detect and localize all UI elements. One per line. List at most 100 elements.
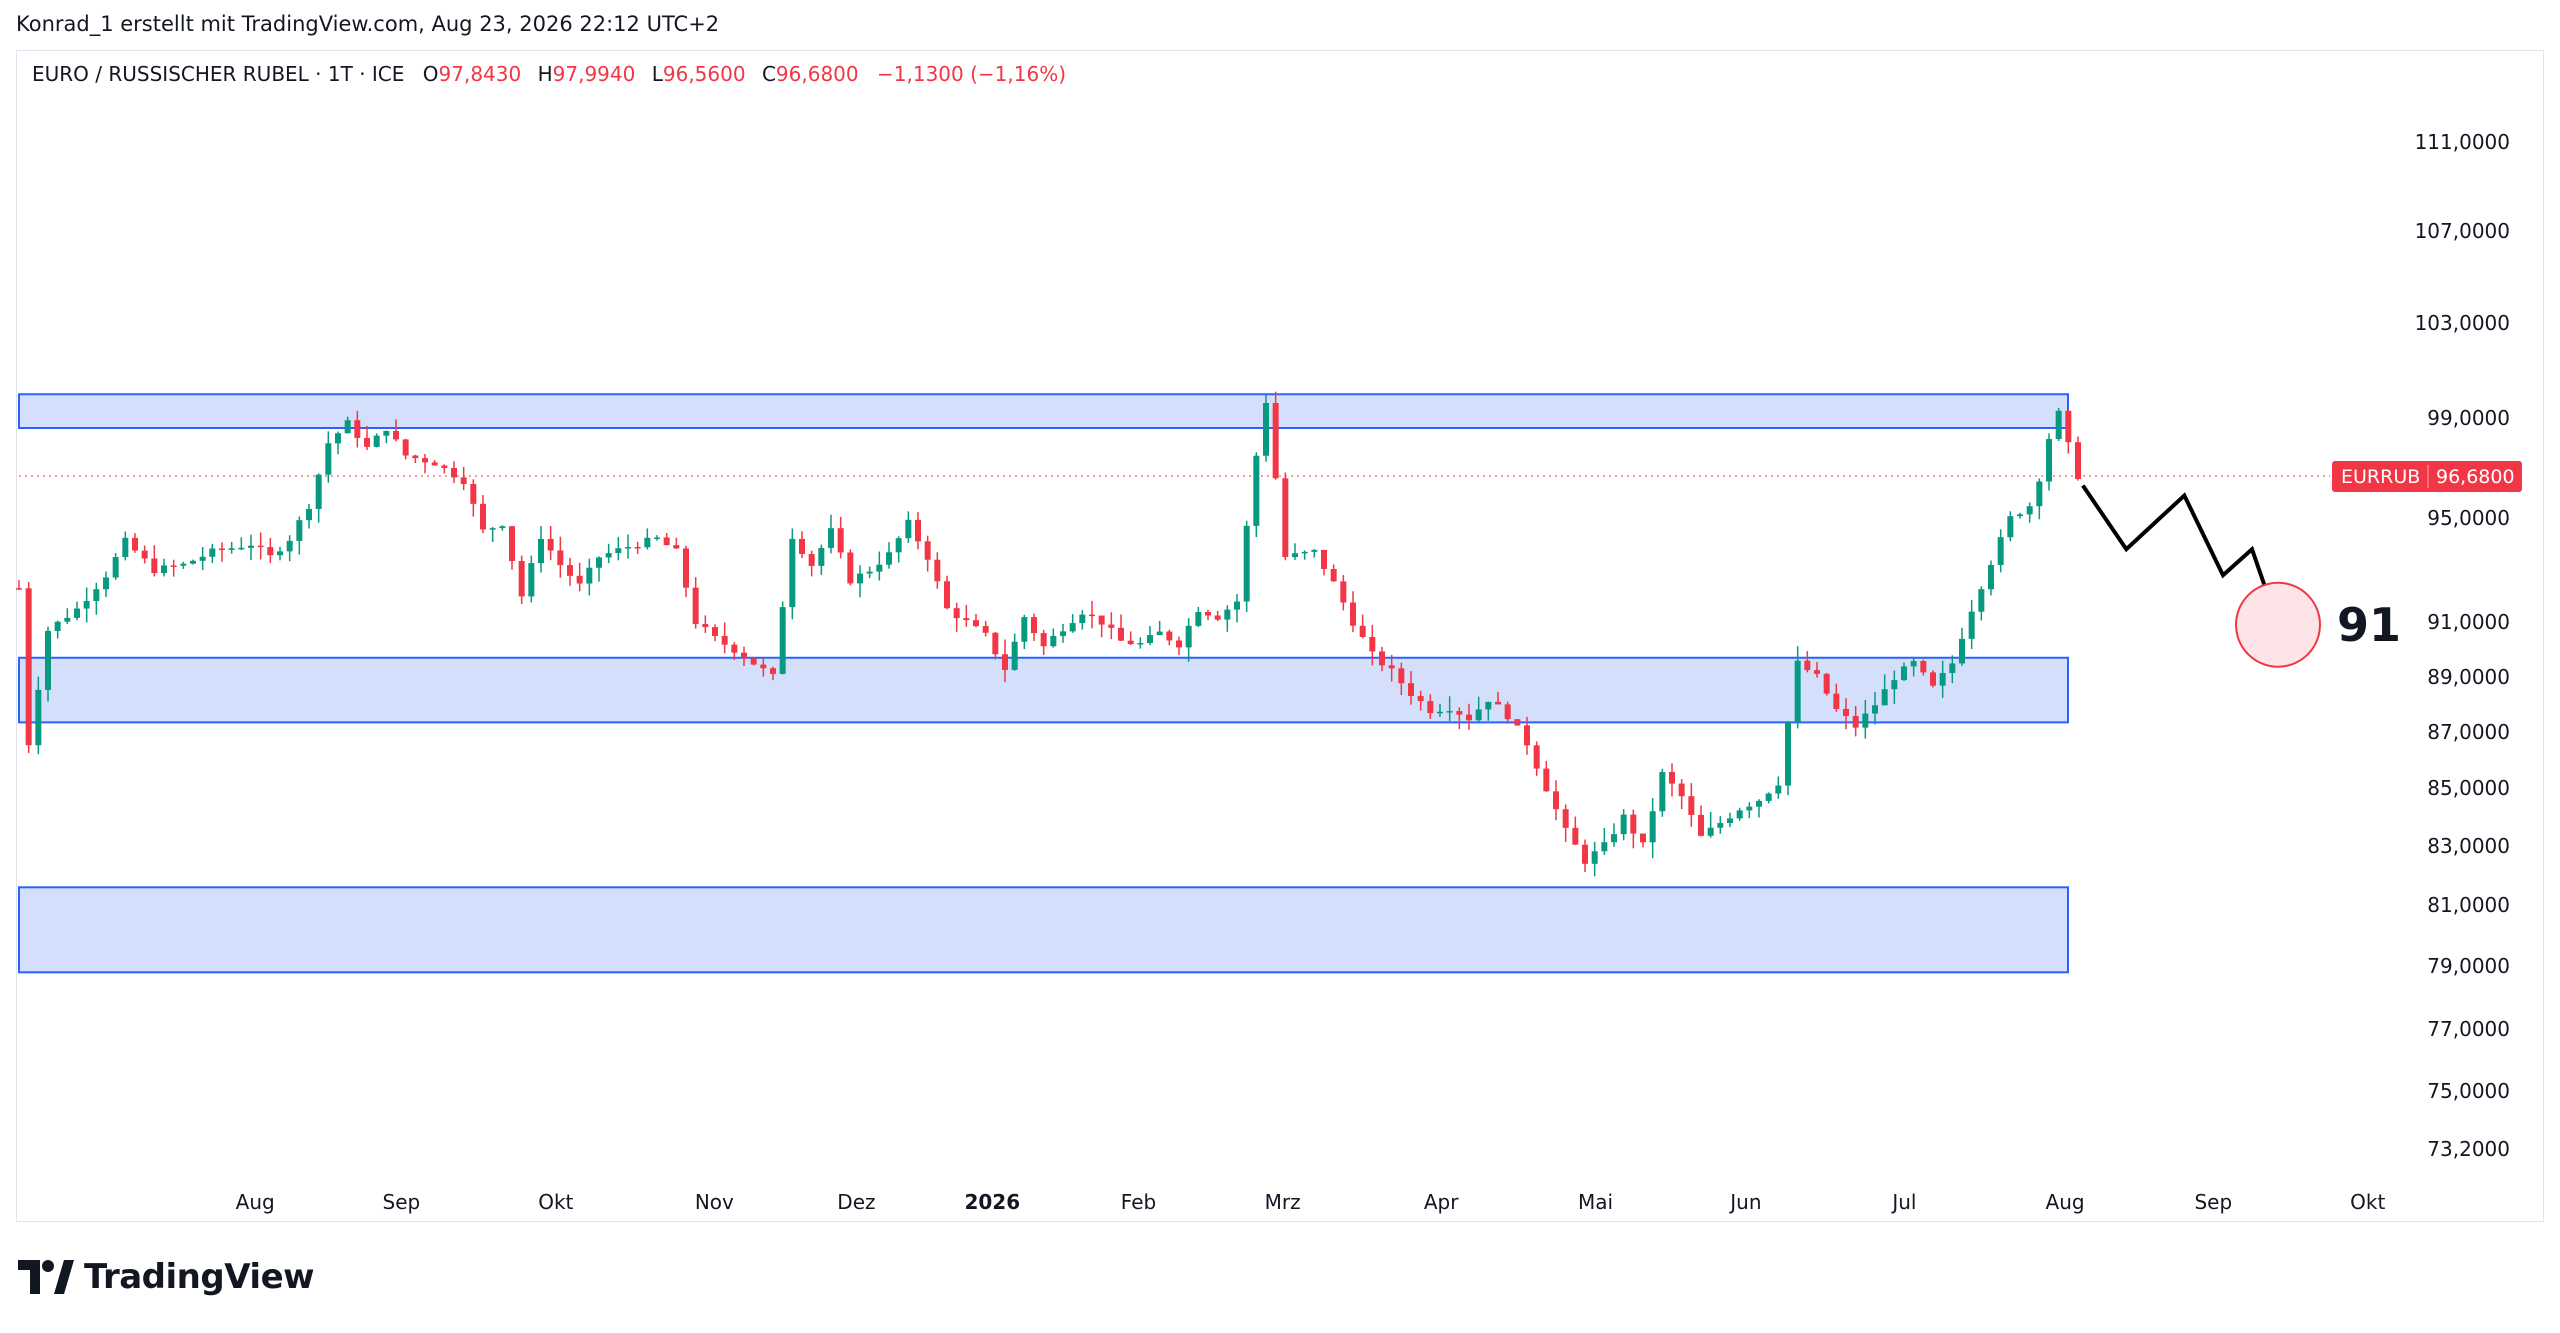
- candle: [335, 431, 341, 455]
- candle: [1553, 780, 1559, 821]
- y-tick-label: 75,0000: [2427, 1079, 2510, 1103]
- candle: [286, 535, 293, 562]
- candle: [1533, 741, 1540, 776]
- candle: [16, 580, 22, 590]
- candle: [886, 542, 892, 569]
- y-tick-label: 83,0000: [2427, 834, 2510, 858]
- candle: [1843, 698, 1849, 730]
- candle: [1746, 802, 1753, 819]
- candle: [1891, 670, 1898, 704]
- candle: [151, 545, 158, 577]
- candle: [663, 533, 670, 546]
- candle: [45, 626, 51, 702]
- tradingview-logo-icon: [18, 1260, 74, 1294]
- candle: [1591, 841, 1598, 877]
- x-tick-label: Nov: [695, 1190, 734, 1214]
- candle: [180, 561, 187, 569]
- candle: [83, 587, 90, 623]
- candle: [1649, 798, 1656, 859]
- candle: [1688, 783, 1695, 827]
- candle: [1446, 696, 1453, 722]
- candle: [1562, 804, 1569, 842]
- candle: [731, 642, 738, 661]
- candle: [596, 556, 602, 582]
- candle: [1611, 823, 1617, 847]
- candle: [1369, 624, 1376, 666]
- candle: [847, 549, 854, 586]
- candle: [1862, 699, 1869, 739]
- candle: [808, 550, 815, 577]
- candle: [1514, 718, 1521, 726]
- candle: [837, 516, 844, 559]
- candle: [1997, 529, 2004, 573]
- x-tick-label: Okt: [538, 1190, 573, 1214]
- candle: [1089, 600, 1095, 629]
- candle: [1156, 620, 1163, 636]
- candle: [1437, 703, 1443, 717]
- x-tick-label: 2026: [964, 1190, 1020, 1214]
- candle: [1031, 613, 1037, 641]
- badge-symbol: EURRUB: [2341, 466, 2420, 488]
- candle: [190, 559, 196, 565]
- candle: [1959, 627, 1965, 666]
- y-tick-label: 73,2000: [2427, 1137, 2510, 1161]
- candle: [1582, 839, 1588, 873]
- candle: [209, 543, 216, 564]
- candle: [866, 566, 873, 579]
- candle: [1872, 692, 1878, 725]
- candle: [1698, 805, 1704, 837]
- candle: [1920, 659, 1927, 676]
- candle: [634, 541, 641, 554]
- candle: [2055, 407, 2062, 442]
- candle: [673, 537, 680, 549]
- candle: [750, 657, 757, 666]
- close-value: 96,6800: [775, 62, 859, 86]
- candle: [1707, 811, 1714, 838]
- x-tick-label: Aug: [236, 1190, 275, 1214]
- candle: [1060, 623, 1066, 643]
- candle: [1214, 610, 1221, 622]
- candle: [625, 534, 631, 559]
- candle: [1968, 599, 1975, 649]
- candle: [876, 551, 883, 581]
- candle: [1727, 812, 1733, 828]
- y-tick-label: 99,0000: [2427, 406, 2510, 430]
- candle: [499, 525, 506, 531]
- candle: [721, 622, 728, 654]
- candle: [1311, 548, 1318, 558]
- x-tick-label: Okt: [2350, 1190, 2385, 1214]
- candle: [576, 562, 583, 592]
- candle: [2046, 433, 2052, 491]
- candle: [112, 553, 119, 580]
- candle: [953, 602, 960, 632]
- chart-frame[interactable]: [16, 50, 2544, 1222]
- candle: [895, 536, 902, 563]
- candle: [1794, 646, 1801, 729]
- candle: [1543, 760, 1550, 792]
- candle: [1572, 816, 1579, 845]
- candle: [1359, 614, 1366, 639]
- candle: [460, 467, 467, 491]
- candle: [489, 527, 496, 543]
- candle: [1949, 655, 1956, 684]
- high-value: 97,9940: [552, 62, 636, 86]
- candle: [1011, 633, 1018, 671]
- tradingview-brand[interactable]: TradingView: [18, 1257, 315, 1297]
- candle: [1272, 391, 1279, 480]
- candle: [770, 666, 776, 681]
- candle: [1601, 827, 1608, 855]
- candle: [1292, 543, 1298, 560]
- support-resistance-zones: [18, 393, 2069, 974]
- candle: [1466, 703, 1472, 730]
- candle: [1002, 639, 1008, 683]
- candle: [528, 555, 535, 603]
- x-tick-label: Feb: [1121, 1190, 1156, 1214]
- candle: [277, 546, 283, 561]
- price-axis: 111,0000 107,0000 103,0000 99,0000 95,0000 91…: [2415, 130, 2510, 1161]
- candle: [1408, 671, 1414, 705]
- chart-legend: EURO / RUSSISCHER RUBEL · 1T · ICE O97,8…: [32, 62, 1066, 86]
- candle: [1050, 628, 1057, 648]
- candle: [1669, 763, 1675, 797]
- badge-price: 96,6800: [2436, 466, 2515, 488]
